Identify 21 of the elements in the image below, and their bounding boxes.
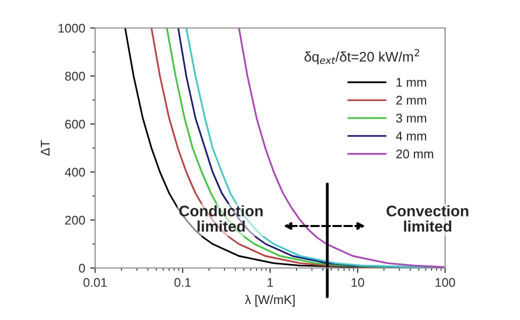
legend-label: 1 mm [396,78,426,87]
y-tick-label: 0 [78,264,85,273]
legend-label: 4 mm [396,132,426,140]
y-tick-label: 200 [65,216,85,225]
x-tick-label: 0.01 [83,278,107,287]
y-tick-label: 1000 [58,24,85,33]
legend-label: 2 mm [396,96,426,105]
y-tick-label: 600 [65,120,85,129]
annotation: Conduction limited [179,205,263,232]
legend-label: 3 mm [396,114,426,123]
x-tick-label: 100 [436,278,456,287]
x-tick-label: 0.1 [174,278,191,287]
annotation: Convection limited [386,205,468,232]
y-tick-label: 400 [64,168,85,177]
x-tick-label: 1 [268,278,274,287]
y-axis-title: ΔT [40,140,50,156]
annotation: δq$_{ext}$/δt=20 kW/m$^{2}$ [304,49,420,64]
x-axis-title: λ [W/mK] [244,294,295,307]
y-tick-label: 800 [65,72,85,81]
x-tick-label: 10 [352,278,364,287]
legend-label: 20 mm [396,150,434,158]
